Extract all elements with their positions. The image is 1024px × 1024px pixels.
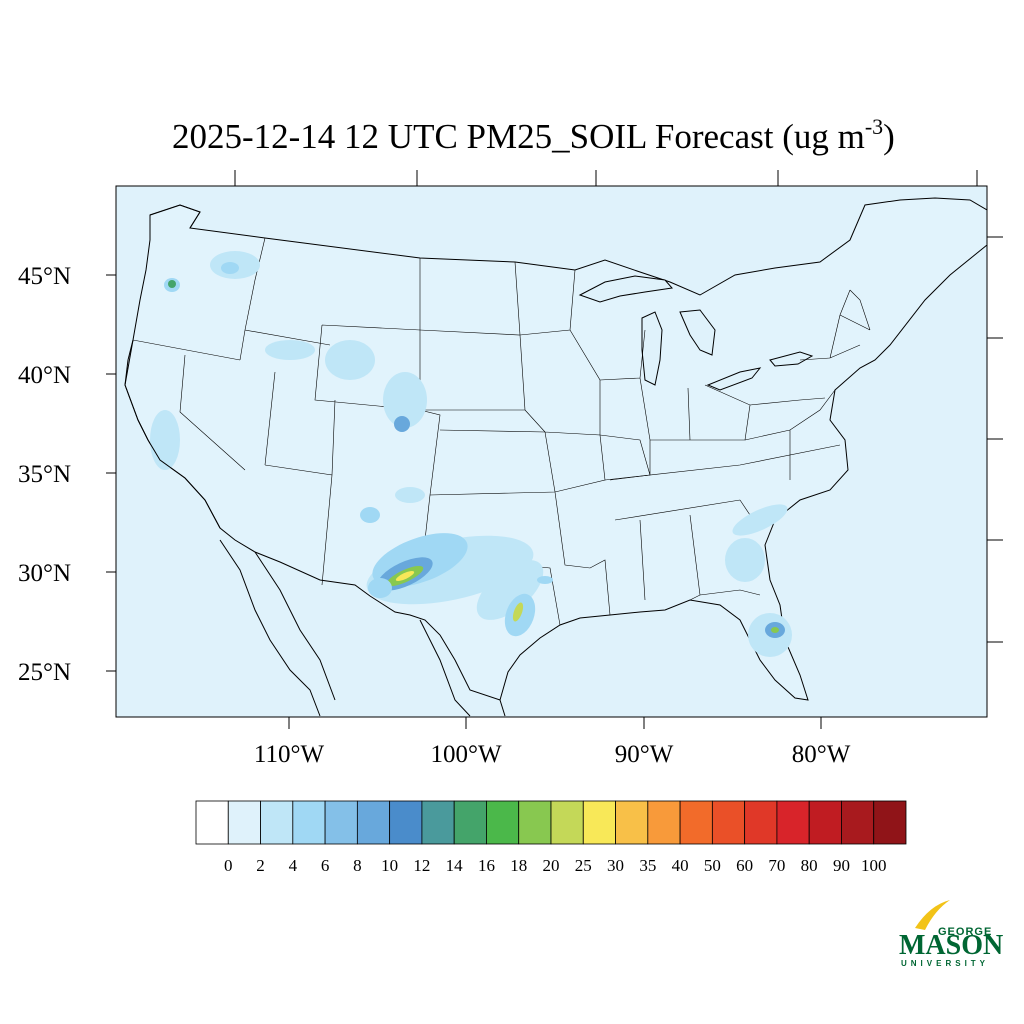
- title-main: 2025-12-14 12 UTC PM25_SOIL Forecast (ug…: [172, 117, 865, 156]
- colorbar-label: 20: [543, 856, 560, 875]
- colorbar-swatch: [808, 800, 842, 845]
- colorbar-swatch: [292, 800, 326, 845]
- colorbar-swatch: [582, 800, 616, 845]
- title-closing: ): [883, 117, 895, 156]
- colorbar-swatch: [711, 800, 746, 845]
- mexico-outline: [219, 539, 506, 717]
- map-panel: 45°N 40°N 35°N 30°N 25°N 110°W 100°W 90°…: [18, 170, 1003, 768]
- colorbar-label: 0: [224, 856, 233, 875]
- colorbar-swatch: [389, 800, 423, 845]
- colorbar-swatch: [260, 800, 294, 845]
- colorbar-label: 100: [861, 856, 887, 875]
- colorbar-swatch: [679, 800, 713, 845]
- colorbar-swatch: [647, 800, 681, 845]
- colorbar-swatch: [453, 800, 487, 845]
- colorbar-label: 4: [289, 856, 298, 875]
- colorbar: [195, 800, 907, 845]
- colorbar-label: 12: [413, 856, 430, 875]
- colorbar-swatch: [776, 800, 810, 845]
- colorbar-swatch: [324, 800, 358, 845]
- lat-label: 45°N: [18, 263, 71, 290]
- lon-label: 110°W: [254, 741, 325, 768]
- logo-swoosh-icon: [915, 900, 950, 930]
- lat-label: 40°N: [18, 362, 71, 389]
- coastline-overlay: [124, 204, 221, 529]
- colorbar-swatch: [421, 800, 455, 845]
- lake-huron: [679, 309, 716, 356]
- lake-superior: [578, 275, 673, 303]
- map-frame: [115, 185, 988, 718]
- colorbar-swatch: [550, 800, 584, 845]
- colorbar-label: 6: [321, 856, 330, 875]
- map-ticks: [106, 170, 1003, 729]
- lon-label: 80°W: [792, 741, 851, 768]
- colorbar-label: 14: [446, 856, 464, 875]
- colorbar-label: 70: [768, 856, 785, 875]
- longitude-labels: 110°W 100°W 90°W 80°W: [254, 741, 851, 768]
- colorbar-label: 30: [607, 856, 624, 875]
- colorbar-label: 25: [575, 856, 592, 875]
- lon-label: 90°W: [615, 741, 674, 768]
- colorbar-label: 16: [478, 856, 495, 875]
- title-superscript: -3: [865, 114, 883, 139]
- colorbar-label: 60: [736, 856, 753, 875]
- plot-title: 2025-12-14 12 UTC PM25_SOIL Forecast (ug…: [172, 114, 895, 156]
- colorbar-label: 8: [353, 856, 362, 875]
- colorbar-swatch: [227, 800, 261, 845]
- land-mass: [124, 197, 987, 701]
- lon-label: 100°W: [430, 741, 501, 768]
- gmu-logo: GEORGE MASON UNIVERSITY: [899, 900, 1003, 968]
- colorbar-swatch: [744, 800, 778, 845]
- colorbar-label: 50: [704, 856, 721, 875]
- logo-main-text: MASON: [899, 930, 1003, 961]
- lat-label: 30°N: [18, 560, 71, 587]
- lake-ontario: [769, 351, 814, 367]
- lat-label: 25°N: [18, 659, 71, 686]
- colorbar-label: 40: [672, 856, 689, 875]
- colorbar-swatch: [615, 800, 649, 845]
- colorbar-label: 35: [639, 856, 656, 875]
- colorbar-swatch: [356, 800, 391, 845]
- logo-bottom-text: UNIVERSITY: [901, 959, 989, 968]
- colorbar-label: 18: [510, 856, 527, 875]
- colorbar-labels: 0 2 4 6 8 10 12 14 16 18 20 25 30 35 40 50 60 70 80 90 100: [224, 856, 886, 875]
- colorbar-swatch: [518, 800, 552, 845]
- logo-top-text: GEORGE: [938, 926, 992, 938]
- colorbar-swatch: [486, 800, 520, 845]
- colorbar-swatch: [873, 800, 907, 845]
- colorbar-label: 2: [256, 856, 265, 875]
- colorbar-label: 90: [833, 856, 850, 875]
- colorbar-label: 10: [381, 856, 398, 875]
- latitude-labels: 45°N 40°N 35°N 30°N 25°N: [18, 263, 71, 686]
- colorbar-swatch: [841, 800, 875, 845]
- colorbar-swatch: [195, 800, 229, 845]
- colorbar-label: 80: [801, 856, 818, 875]
- concentration-field: [150, 251, 792, 657]
- lat-label: 35°N: [18, 461, 71, 488]
- lake-erie: [706, 367, 762, 391]
